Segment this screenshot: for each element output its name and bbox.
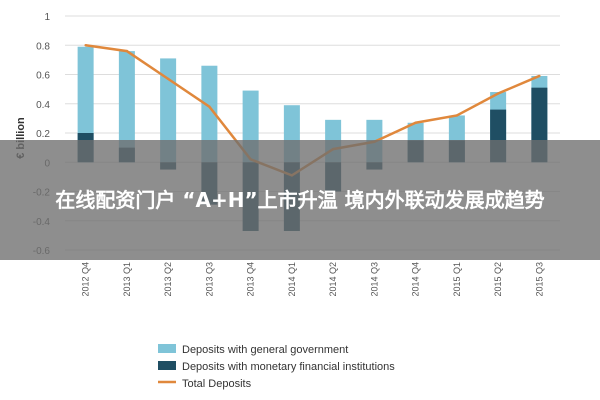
legend-label-general-government: Deposits with general government	[182, 344, 348, 356]
x-axis-ticks: 2012 Q4 2013 Q1 2013 Q2 2013 Q3 2013 Q4 2014 …	[81, 262, 545, 297]
x-tick-label: 2013 Q4	[246, 262, 256, 297]
legend: Deposits with general government Deposit…	[158, 344, 395, 390]
x-tick-label: 2015 Q2	[493, 262, 503, 297]
y-tick-label: 0.6	[36, 71, 50, 82]
bar-general-government	[201, 65, 218, 163]
x-tick-label: 2013 Q2	[163, 262, 173, 297]
total-deposits-point	[208, 105, 211, 108]
x-tick-label: 2014 Q3	[369, 262, 379, 297]
x-tick-label: 2015 Q1	[452, 262, 462, 297]
total-deposits-point	[414, 121, 417, 124]
y-tick-label: 0.8	[36, 41, 50, 52]
total-deposits-point	[84, 44, 87, 47]
legend-label-monetary-institutions: Deposits with monetary financial institu…	[182, 361, 395, 373]
x-tick-label: 2014 Q2	[328, 262, 338, 297]
x-tick-label: 2015 Q3	[534, 262, 544, 297]
y-tick-label: 1	[44, 12, 50, 23]
x-tick-label: 2014 Q4	[411, 262, 421, 297]
x-tick-label: 2013 Q1	[122, 262, 132, 297]
y-tick-label: 0.2	[36, 129, 50, 140]
caption-title: 在线配资门户 “A+H”上市升温 境内外联动发展成趋势	[55, 188, 545, 212]
total-deposits-point	[496, 92, 500, 95]
caption-overlay: 在线配资门户 “A+H”上市升温 境内外联动发展成趋势	[0, 140, 600, 260]
bar-general-government	[118, 51, 135, 163]
x-tick-label: 2012 Q4	[81, 262, 91, 297]
x-tick-label: 2014 Q1	[287, 262, 297, 297]
bar-general-government	[160, 58, 177, 163]
total-deposits-point	[166, 77, 170, 81]
total-deposits-point	[455, 114, 459, 117]
legend-swatch-monetary-institutions	[158, 361, 176, 370]
legend-label-total-deposits: Total Deposits	[182, 378, 252, 390]
legend-swatch-general-government	[158, 344, 176, 353]
y-tick-label: 0.4	[36, 100, 50, 111]
x-tick-label: 2013 Q3	[204, 262, 214, 297]
total-deposits-point	[538, 74, 541, 78]
total-deposits-point	[125, 49, 129, 53]
